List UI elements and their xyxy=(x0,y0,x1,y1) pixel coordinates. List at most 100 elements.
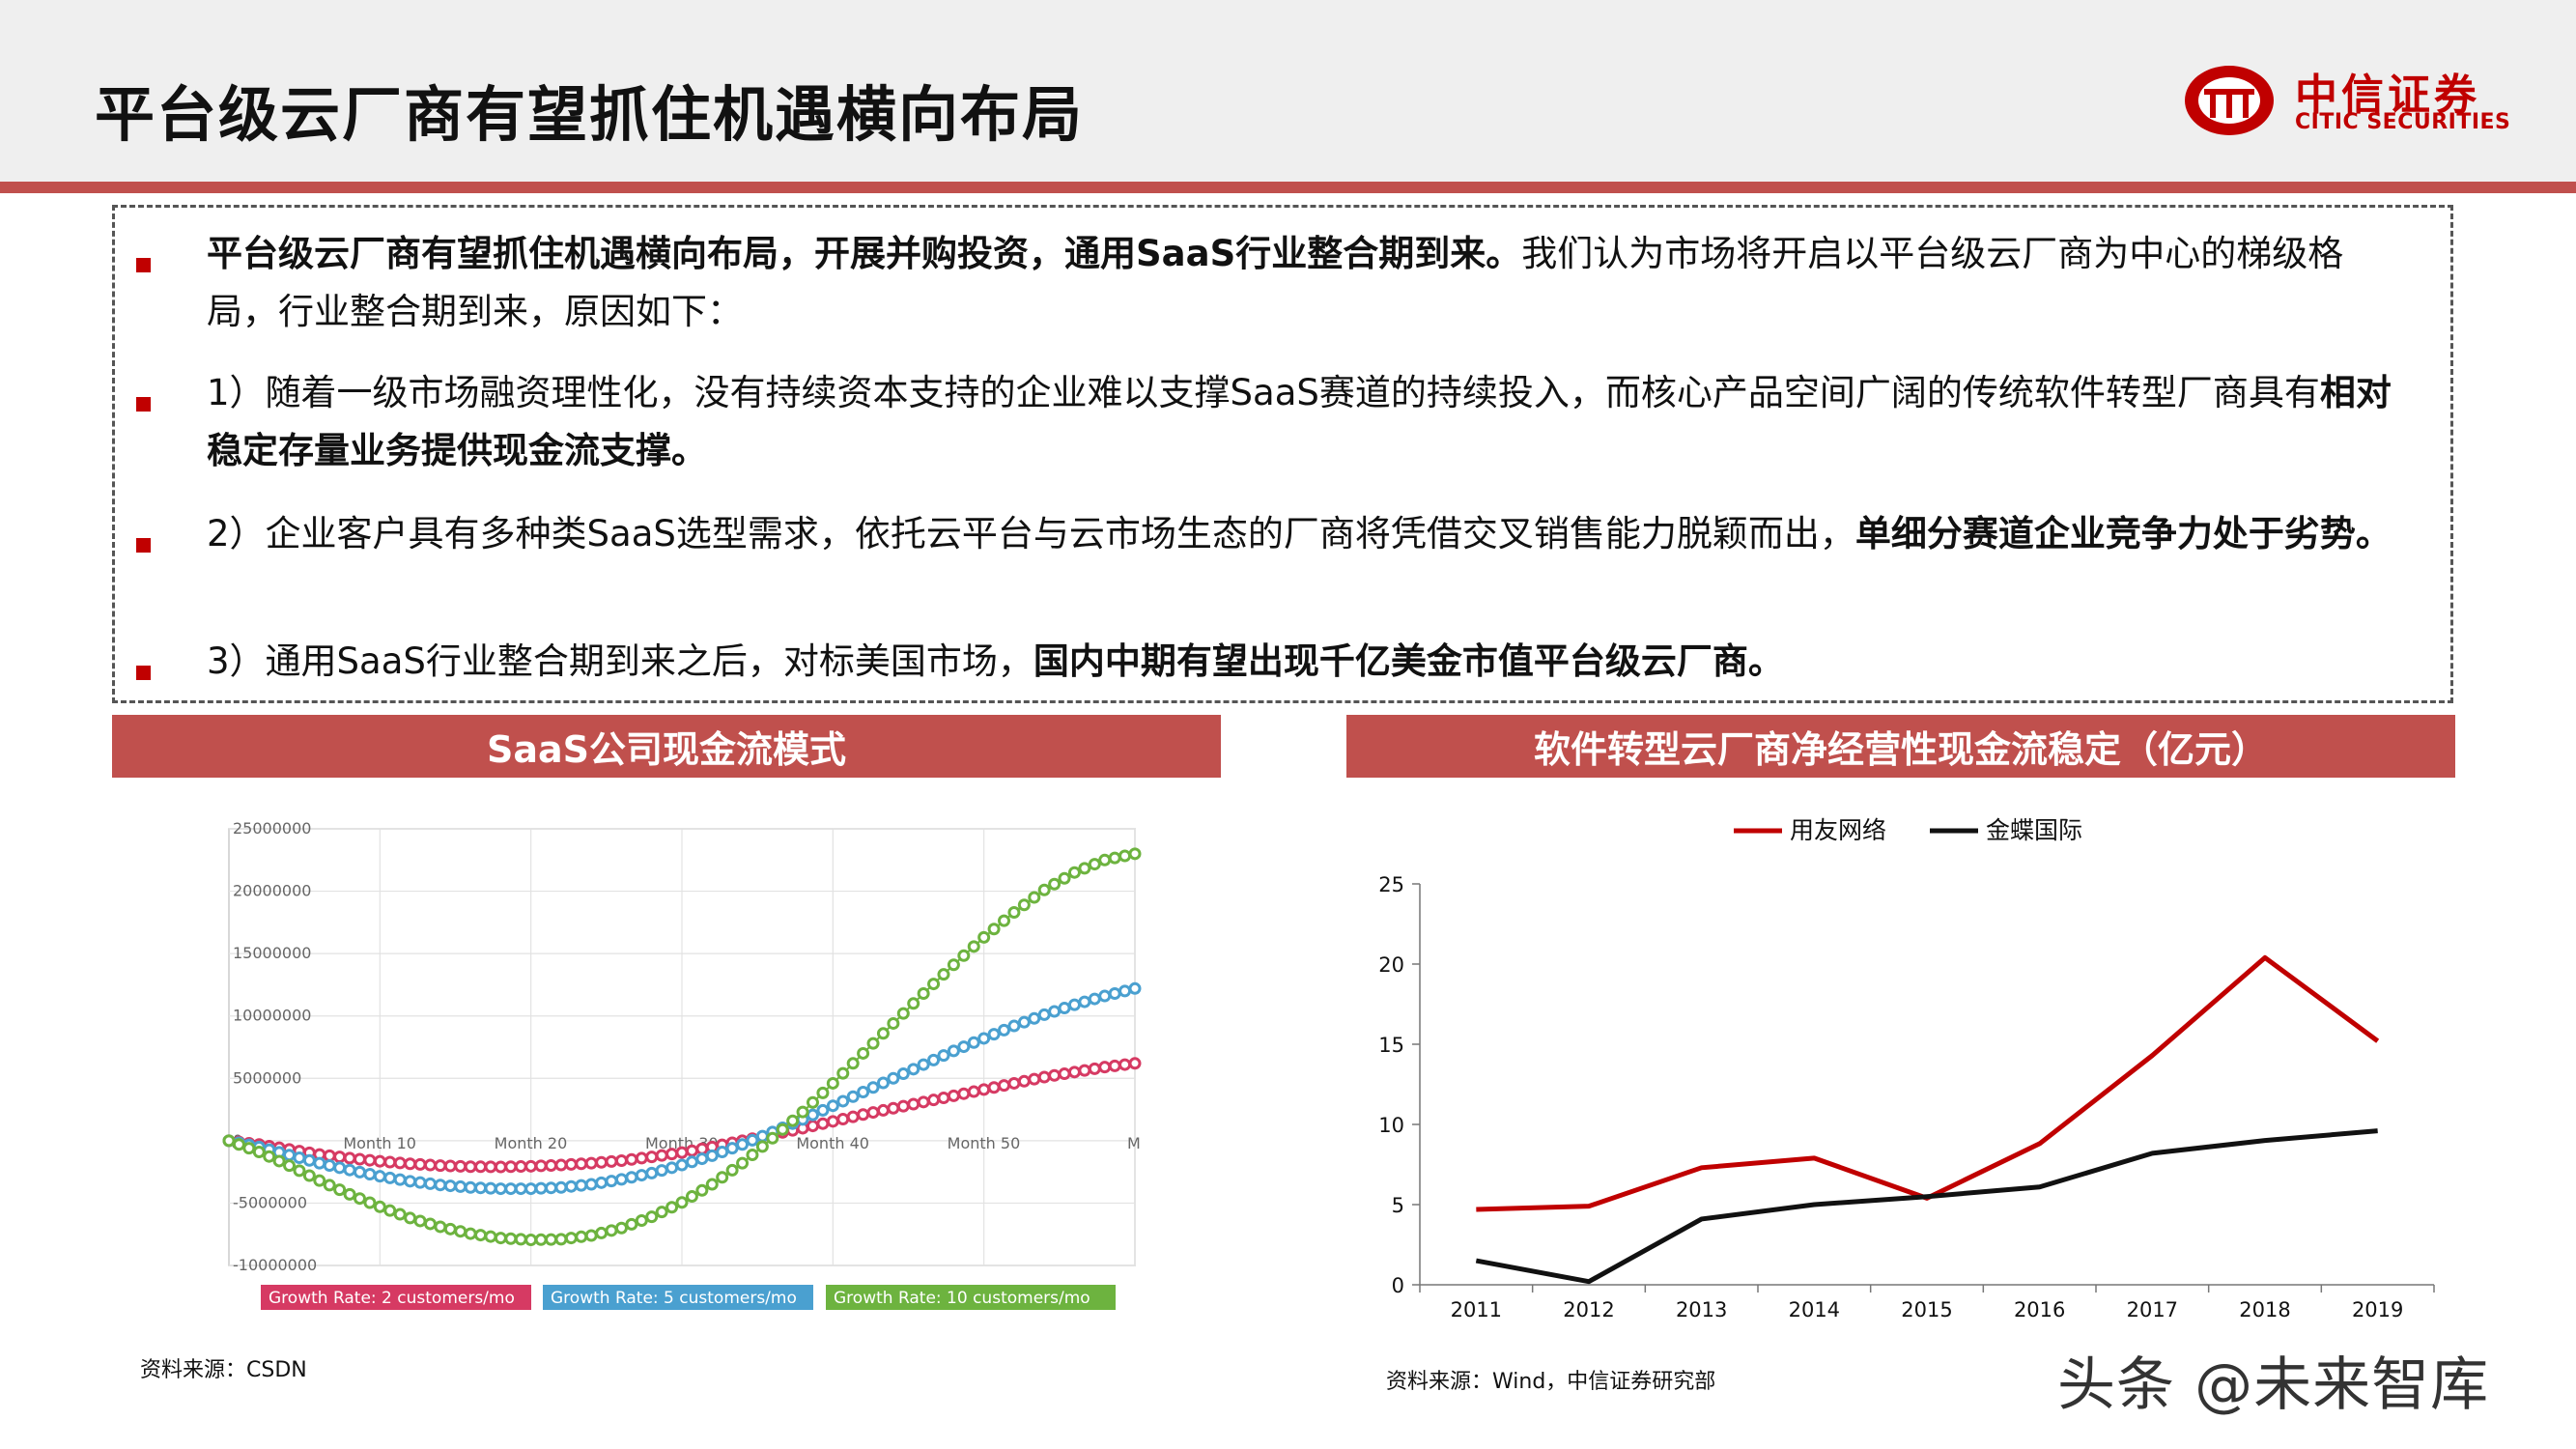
data-point xyxy=(443,1159,457,1173)
data-point xyxy=(494,1182,507,1196)
data-point xyxy=(575,1157,588,1171)
data-point xyxy=(1098,989,1112,1003)
legend-swatch xyxy=(826,1285,1116,1310)
data-point xyxy=(504,1232,518,1245)
data-point xyxy=(655,1164,668,1178)
data-point xyxy=(534,1181,548,1195)
data-point xyxy=(816,1103,830,1117)
data-point xyxy=(313,1156,326,1170)
data-point xyxy=(1037,1070,1051,1084)
legend-label: Growth Rate: 10 customers/mo xyxy=(834,1289,1090,1308)
data-point xyxy=(655,1206,668,1219)
data-point xyxy=(434,1220,447,1234)
data-point xyxy=(947,1089,960,1102)
data-point xyxy=(947,1044,960,1058)
data-point xyxy=(766,1131,779,1145)
y-tick-label: 10 xyxy=(1378,1114,1404,1137)
data-point xyxy=(584,1156,598,1170)
data-point xyxy=(716,1171,729,1184)
data-point xyxy=(232,1138,245,1151)
legend-swatch xyxy=(543,1285,813,1310)
data-point xyxy=(404,1157,417,1171)
data-point xyxy=(504,1182,518,1196)
data-point xyxy=(776,1122,789,1136)
data-point xyxy=(323,1179,336,1192)
x-tick-label: 2015 xyxy=(1901,1298,1952,1321)
data-point xyxy=(464,1160,477,1174)
data-point xyxy=(977,1083,991,1096)
data-point xyxy=(1058,1067,1071,1081)
data-point xyxy=(917,1095,930,1109)
data-point xyxy=(323,1158,336,1172)
data-point xyxy=(1128,1057,1142,1070)
data-point xyxy=(1048,1068,1062,1082)
data-point xyxy=(907,997,920,1010)
data-point xyxy=(614,1154,628,1168)
data-point xyxy=(987,923,1001,936)
chart-grid xyxy=(228,828,1136,1266)
data-point xyxy=(383,1204,397,1217)
data-point xyxy=(363,1168,377,1181)
data-point xyxy=(957,1040,971,1054)
y-tick-label: 15000000 xyxy=(233,944,311,962)
data-point xyxy=(826,1099,839,1113)
page-title: 平台级云厂商有望抓住机遇横向布局 xyxy=(95,79,1085,150)
chart-axes: 0 5 10 15 20 25 2011 2012 2013 2014 2015 2016 2017 20… xyxy=(1378,873,2435,1321)
bullet-plain-text: 1）随着一级市场融资理性化，没有持续资本支持的企业难以支撑SaaS赛道的持续投入… xyxy=(207,372,2320,413)
data-point xyxy=(545,1233,558,1246)
data-point xyxy=(474,1181,488,1195)
data-point xyxy=(1067,1065,1081,1079)
data-point xyxy=(554,1158,568,1172)
data-point xyxy=(967,1085,980,1098)
data-point xyxy=(474,1229,488,1242)
data-point xyxy=(564,1232,578,1245)
data-point xyxy=(514,1160,527,1174)
data-point xyxy=(373,1154,386,1168)
legend-label: 金蝶国际 xyxy=(1986,816,2082,844)
data-point xyxy=(907,1063,920,1076)
data-point xyxy=(806,1095,819,1109)
citic-logo: 中信证券 CITIC SECURITIES xyxy=(2181,58,2548,145)
data-point xyxy=(383,1171,397,1184)
data-point xyxy=(293,1164,306,1178)
x-tick-label: Month 40 xyxy=(796,1134,869,1152)
x-tick-label: 2014 xyxy=(1789,1298,1840,1321)
data-point xyxy=(614,1221,628,1235)
data-point xyxy=(887,1016,900,1030)
x-tick-label: Month 10 xyxy=(343,1134,416,1152)
legend-swatch xyxy=(261,1285,531,1310)
x-tick-label: Month 50 xyxy=(948,1134,1021,1152)
data-point xyxy=(454,1179,467,1193)
data-point xyxy=(524,1182,538,1196)
data-point xyxy=(283,1149,297,1162)
bullet-text: 3）通用SaaS行业整合期到来之后，对标美国市场，国内中期有望出现千亿美金市值平… xyxy=(207,633,2409,691)
legend-label: Growth Rate: 2 customers/mo xyxy=(269,1289,515,1308)
bullet-plain-text: 3）通用SaaS行业整合期到来之后，对标美国市场， xyxy=(207,640,1033,682)
data-point xyxy=(363,1153,377,1167)
data-point xyxy=(333,1161,347,1175)
data-point xyxy=(545,1181,558,1195)
data-point xyxy=(716,1145,729,1158)
data-point xyxy=(635,1214,648,1228)
data-point xyxy=(907,1097,920,1111)
data-point xyxy=(393,1208,407,1221)
data-point xyxy=(484,1181,497,1195)
data-point xyxy=(746,1148,759,1161)
data-point xyxy=(242,1142,256,1155)
data-point xyxy=(423,1158,437,1172)
data-point xyxy=(645,1166,659,1179)
header-divider xyxy=(0,182,2576,193)
y-tick-label: 20000000 xyxy=(233,882,311,900)
data-point xyxy=(484,1160,497,1174)
data-point xyxy=(736,1138,750,1151)
data-point xyxy=(514,1233,527,1246)
data-point xyxy=(454,1225,467,1238)
data-point xyxy=(333,1183,347,1197)
data-point xyxy=(313,1174,326,1187)
data-point xyxy=(413,1214,427,1228)
data-point xyxy=(695,1142,709,1155)
data-point xyxy=(1088,858,1101,871)
data-point xyxy=(937,1092,950,1105)
data-point xyxy=(625,1217,638,1231)
data-point xyxy=(836,1094,850,1108)
